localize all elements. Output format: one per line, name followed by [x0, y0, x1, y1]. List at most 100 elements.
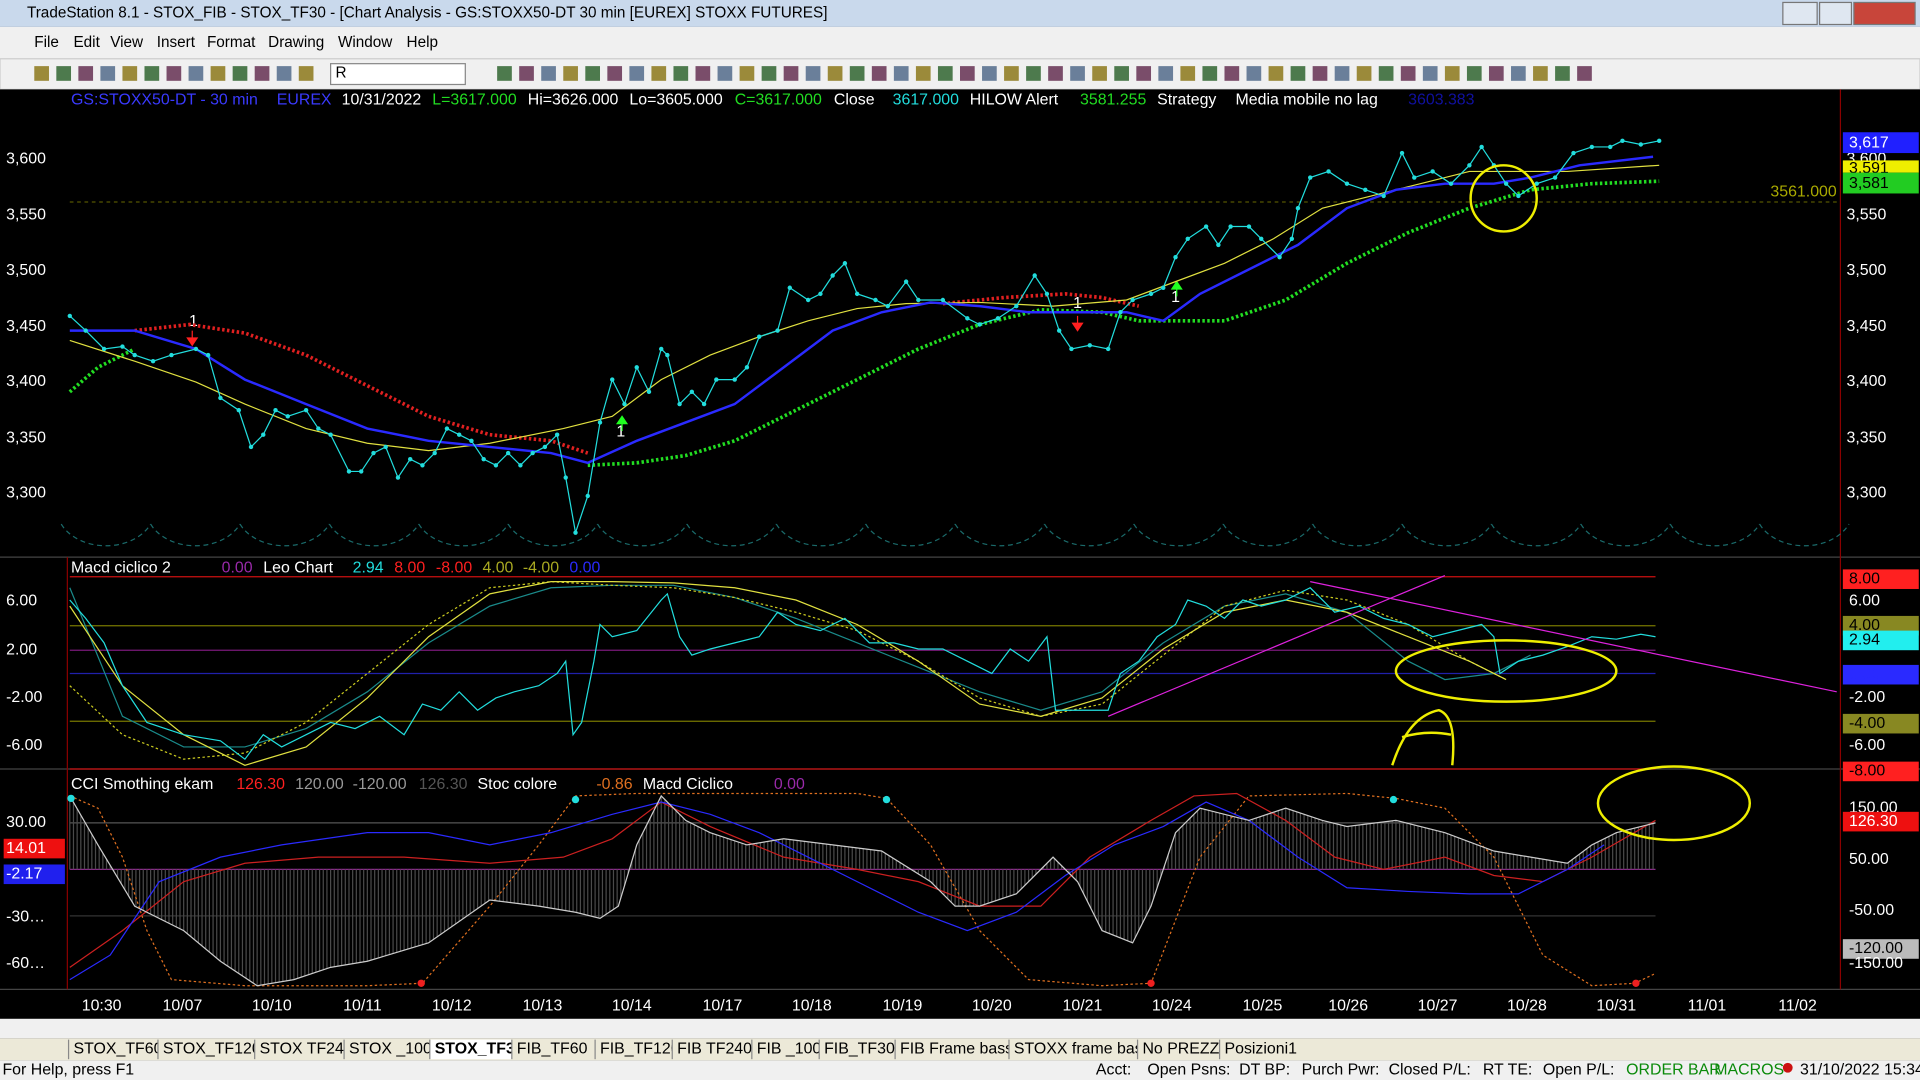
macd-line: [69, 587, 1656, 761]
toolbar-icon: [497, 66, 512, 81]
tab[interactable]: STOXX frame bassi: [1014, 1041, 1154, 1058]
price-dot: [1503, 181, 1509, 186]
macd-axis-label: -8.00: [1849, 763, 1885, 780]
date-label: 10/13: [523, 998, 563, 1015]
macd-axis-label: 8.00: [1849, 570, 1880, 587]
cci-header: -120.00: [353, 776, 407, 793]
toolbar-icon: [1334, 66, 1350, 81]
tab[interactable]: STOX TF240: [260, 1041, 353, 1058]
price-header: L=3617.000: [432, 92, 517, 109]
menu-item[interactable]: View: [110, 34, 144, 51]
price-dot: [273, 408, 278, 413]
price-dot: [1173, 254, 1178, 260]
menu-item[interactable]: Drawing: [268, 34, 324, 51]
tab[interactable]: FIB_TF120: [600, 1041, 680, 1058]
cci-header: Stoc colore: [478, 776, 558, 793]
annotation-circle: [1596, 765, 1752, 842]
toolbar-icon: [1048, 66, 1063, 81]
price-axis-label: 3,300: [6, 485, 46, 502]
price-header: EUREX: [277, 92, 332, 109]
tab[interactable]: FIB_TF60: [517, 1041, 588, 1058]
price-axis-label: 3,400: [6, 373, 46, 390]
level-label: 3561.000: [1770, 183, 1836, 200]
price-axis-label: 3,500: [6, 262, 46, 279]
tab: [819, 1039, 896, 1060]
menu-item[interactable]: Insert: [157, 34, 196, 51]
price-dot: [787, 285, 792, 290]
cci-axis-label: -60…: [6, 955, 45, 972]
cci-marker: [3, 838, 65, 859]
toolbar-icon: [122, 66, 138, 81]
date-label: 11/02: [1778, 998, 1817, 1015]
price-dot: [610, 377, 615, 382]
price-header: C=3617.000: [735, 92, 822, 109]
price-dot: [916, 297, 921, 303]
toolbar-icon: [188, 66, 204, 81]
toolbar-icon: [607, 66, 623, 81]
menu-item[interactable]: File: [34, 34, 59, 51]
stoc-dot: [882, 795, 891, 804]
price-dot: [328, 432, 333, 437]
price-dot: [150, 359, 156, 364]
date-label: 10/27: [1418, 998, 1458, 1015]
tab[interactable]: STOX_TF30: [435, 1041, 524, 1058]
menu-item[interactable]: Window: [338, 34, 393, 51]
cci-red: [69, 792, 1656, 968]
tab[interactable]: Posizioni1: [1224, 1041, 1297, 1058]
toolbar-icon: [254, 66, 270, 81]
price-dot: [1228, 224, 1233, 229]
price-header: Hi=3626.000: [528, 92, 619, 109]
tab[interactable]: FIB Frame bassi: [900, 1041, 1017, 1058]
cci-header: 126.30: [236, 776, 285, 793]
price-dot: [1534, 181, 1539, 186]
macd-header: Macd ciclico 2: [71, 559, 171, 576]
date-label: 10/28: [1507, 998, 1547, 1015]
macd-header: 0.00: [569, 559, 600, 576]
price-dot: [1259, 236, 1264, 241]
price-dot: [1308, 175, 1313, 180]
symbol-field[interactable]: [330, 63, 466, 86]
price-dot: [1638, 142, 1644, 147]
price-dot: [1246, 224, 1252, 229]
price-dot: [518, 463, 523, 468]
macd-signal: [69, 581, 1507, 760]
toolbar-icon: [1466, 66, 1482, 81]
price-dot: [1087, 343, 1092, 348]
menu-item[interactable]: Format: [207, 34, 256, 51]
menu-item[interactable]: Edit: [73, 34, 100, 51]
tab[interactable]: STOX _100: [349, 1041, 432, 1058]
macd-axis-label: -2.00: [1849, 689, 1885, 706]
annotation-circle: [1394, 639, 1618, 703]
toolbar-icon: [100, 66, 116, 81]
scrollbar[interactable]: [0, 1018, 1920, 1039]
macd-axis-label: 0.00: [1849, 666, 1880, 683]
price-header: Media mobile no lag: [1236, 92, 1378, 109]
tab[interactable]: FIB_TF30: [824, 1041, 895, 1058]
tab[interactable]: STOX_TF60: [73, 1041, 162, 1058]
tab[interactable]: No PREZZI: [1142, 1041, 1223, 1058]
tab[interactable]: STOX_TF120: [163, 1041, 261, 1058]
price-dot: [622, 401, 627, 407]
cci-header: 120.00: [295, 776, 344, 793]
macd-header: 4.00: [482, 559, 513, 576]
macd-axis-label: 2.94: [1849, 632, 1880, 649]
close-button[interactable]: [1853, 1, 1916, 26]
minimize-button[interactable]: [1782, 1, 1818, 26]
tab[interactable]: FIB _100: [757, 1041, 822, 1058]
tab[interactable]: FIB TF240: [677, 1041, 752, 1058]
cci-blue: [69, 801, 1605, 981]
tab: [751, 1039, 820, 1060]
status-bar: [0, 1060, 1920, 1080]
menu-item[interactable]: Help: [407, 34, 438, 51]
price-dot: [756, 334, 762, 339]
price-dot: [316, 426, 321, 431]
toolbar-icon: [982, 66, 997, 81]
maximize-button[interactable]: [1818, 1, 1853, 26]
price-dot: [554, 432, 560, 437]
status-light: [1782, 1062, 1793, 1073]
price-dot: [456, 432, 462, 437]
macd-axis-label: -6.00: [1849, 737, 1885, 754]
price-dot: [873, 297, 878, 303]
macd-marker: [1842, 761, 1919, 782]
